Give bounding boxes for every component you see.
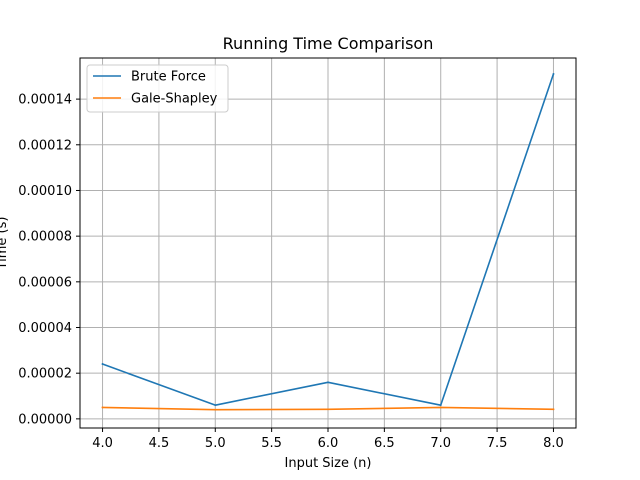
y-tick-label: 0.00008 bbox=[18, 230, 72, 245]
y-tick-label: 0.00006 bbox=[18, 275, 72, 290]
data-point-gale-shapley bbox=[552, 408, 555, 411]
grid bbox=[80, 58, 576, 428]
y-tick-label: 0.00000 bbox=[18, 412, 72, 427]
data-point-brute-force bbox=[101, 363, 104, 365]
data-point-gale-shapley bbox=[327, 408, 329, 411]
x-axis-label: Input Size (n) bbox=[285, 456, 372, 471]
x-tick-label: 5.5 bbox=[261, 436, 282, 451]
data-point-brute-force bbox=[327, 381, 329, 384]
y-tick-label: 0.00002 bbox=[18, 367, 72, 382]
y-tick-label: 0.00012 bbox=[18, 138, 72, 153]
x-tick-label: 6.0 bbox=[318, 436, 339, 451]
legend-label-brute-force: Brute Force bbox=[131, 70, 206, 85]
x-axis-ticks: 4.0 4.5 5.0 5.5 6.0 6.5 7.0 7.5 8.0 bbox=[92, 428, 564, 451]
series-layer bbox=[101, 72, 555, 411]
chart-title: Running Time Comparison bbox=[223, 34, 434, 53]
legend: Brute Force Gale-Shapley bbox=[86, 64, 229, 113]
x-tick-label: 5.0 bbox=[205, 436, 226, 451]
legend-label-gale-shapley: Gale-Shapley bbox=[131, 92, 218, 107]
y-tick-label: 0.00010 bbox=[18, 184, 72, 199]
x-tick-label: 4.5 bbox=[149, 436, 170, 451]
x-tick-label: 7.5 bbox=[487, 436, 508, 451]
y-tick-label: 0.00004 bbox=[18, 321, 72, 336]
y-axis-ticks: 0.00000 0.00002 0.00004 0.00006 0.00008 0.000… bbox=[18, 93, 80, 427]
data-point-gale-shapley bbox=[214, 408, 217, 411]
x-tick-label: 7.0 bbox=[430, 436, 451, 451]
legend-frame bbox=[86, 64, 229, 113]
x-tick-label: 4.0 bbox=[92, 436, 113, 451]
data-point-brute-force bbox=[552, 73, 555, 75]
data-point-brute-force bbox=[439, 404, 442, 407]
x-tick-label: 8.0 bbox=[543, 436, 564, 451]
data-point-gale-shapley bbox=[101, 406, 104, 409]
x-tick-label: 6.5 bbox=[374, 436, 395, 451]
data-point-gale-shapley bbox=[439, 406, 442, 409]
y-axis-label: Time (s) bbox=[0, 217, 10, 271]
y-tick-label: 0.00014 bbox=[18, 93, 72, 108]
data-point-brute-force bbox=[214, 404, 217, 407]
